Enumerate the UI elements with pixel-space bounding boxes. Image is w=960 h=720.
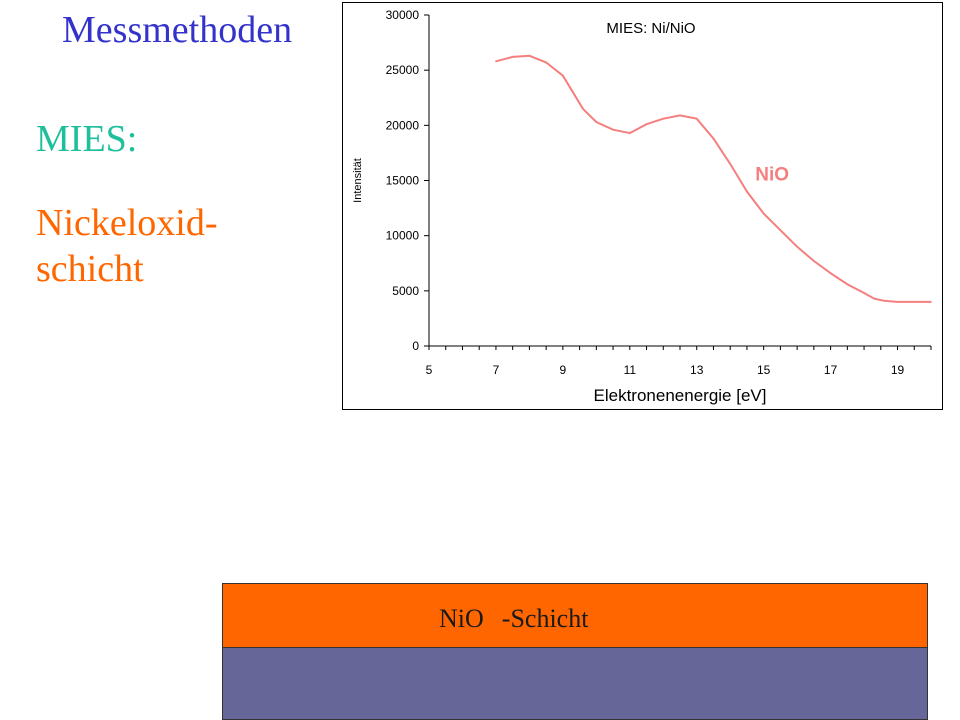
series-point — [572, 91, 574, 94]
mies-chart: MIES: Ni/NiO 0 5000 10000 15000 20000 25000 30… — [342, 2, 943, 410]
series-point — [873, 297, 875, 300]
y-tick-label: 25000 — [386, 63, 420, 77]
x-tick-label: 15 — [757, 363, 771, 377]
y-tick-label: 15000 — [386, 174, 420, 188]
series-point — [645, 123, 648, 126]
slide-title: Messmethoden — [62, 9, 293, 51]
series-point — [729, 163, 731, 165]
series-point — [582, 107, 584, 110]
x-tick-label: 11 — [624, 363, 637, 377]
x-tick-label: 7 — [493, 363, 500, 377]
x-axis-label: Elektronenenergie [eV] — [594, 386, 767, 405]
series-point — [595, 121, 598, 123]
y-tick-label: 5000 — [392, 284, 419, 298]
series-point — [863, 292, 865, 294]
series-point — [846, 283, 849, 286]
series-line-nio — [495, 54, 931, 303]
series-point — [679, 114, 681, 117]
series-point — [712, 137, 715, 140]
x-tick-label: 19 — [891, 363, 905, 377]
series-point — [562, 74, 564, 77]
nio-layer: NiO -Schicht — [223, 584, 927, 648]
series-point — [495, 60, 497, 63]
y-tick-label: 20000 — [386, 118, 420, 132]
series-point — [528, 55, 531, 57]
series-point — [511, 56, 514, 58]
series-point — [545, 61, 547, 64]
series-point — [612, 128, 614, 131]
series-point — [662, 117, 665, 120]
series-point — [762, 212, 765, 215]
layer-description-line-1: Nickeloxid- — [36, 202, 218, 244]
nio-layer-suffix: -Schicht — [501, 604, 589, 633]
x-tick-label: 9 — [560, 363, 567, 377]
x-tick-label: 17 — [824, 363, 838, 377]
substrate-layer — [223, 648, 927, 719]
series-point — [695, 117, 698, 120]
series-point — [930, 301, 932, 303]
series-point — [913, 301, 916, 303]
series-point — [796, 245, 798, 248]
y-tick-label: 10000 — [386, 229, 420, 243]
layer-stack-diagram: NiO -Schicht — [222, 583, 928, 720]
series-point — [779, 229, 782, 231]
series-point — [883, 299, 885, 302]
chart-title: MIES: Ni/NiO — [606, 20, 695, 37]
x-tick-label: 5 — [426, 363, 433, 377]
x-tick-label: 13 — [690, 363, 704, 377]
series-point — [896, 301, 899, 303]
mies-chart-svg: MIES: Ni/NiO 0 5000 10000 15000 20000 25000 30… — [352, 8, 932, 405]
y-tick-label: 0 — [412, 339, 419, 353]
series-point — [829, 272, 832, 274]
nio-layer-material: NiO — [439, 604, 484, 633]
layer-description: Nickeloxid- schicht — [36, 200, 218, 292]
series-point — [746, 190, 748, 193]
x-axis: 5 7 9 11 13 15 17 19 — [426, 345, 932, 377]
series-point — [629, 132, 631, 134]
series-label-nio: NiO — [755, 165, 789, 186]
y-tick-label: 30000 — [386, 8, 420, 22]
series-point — [813, 260, 815, 262]
layer-description-line-2: schicht — [36, 248, 144, 290]
y-axis-label: Intensität — [352, 158, 364, 203]
nio-layer-label: NiO -Schicht — [439, 604, 588, 634]
y-axis: 0 5000 10000 15000 20000 25000 30000 — [386, 8, 430, 353]
method-label: MIES: — [36, 118, 138, 160]
